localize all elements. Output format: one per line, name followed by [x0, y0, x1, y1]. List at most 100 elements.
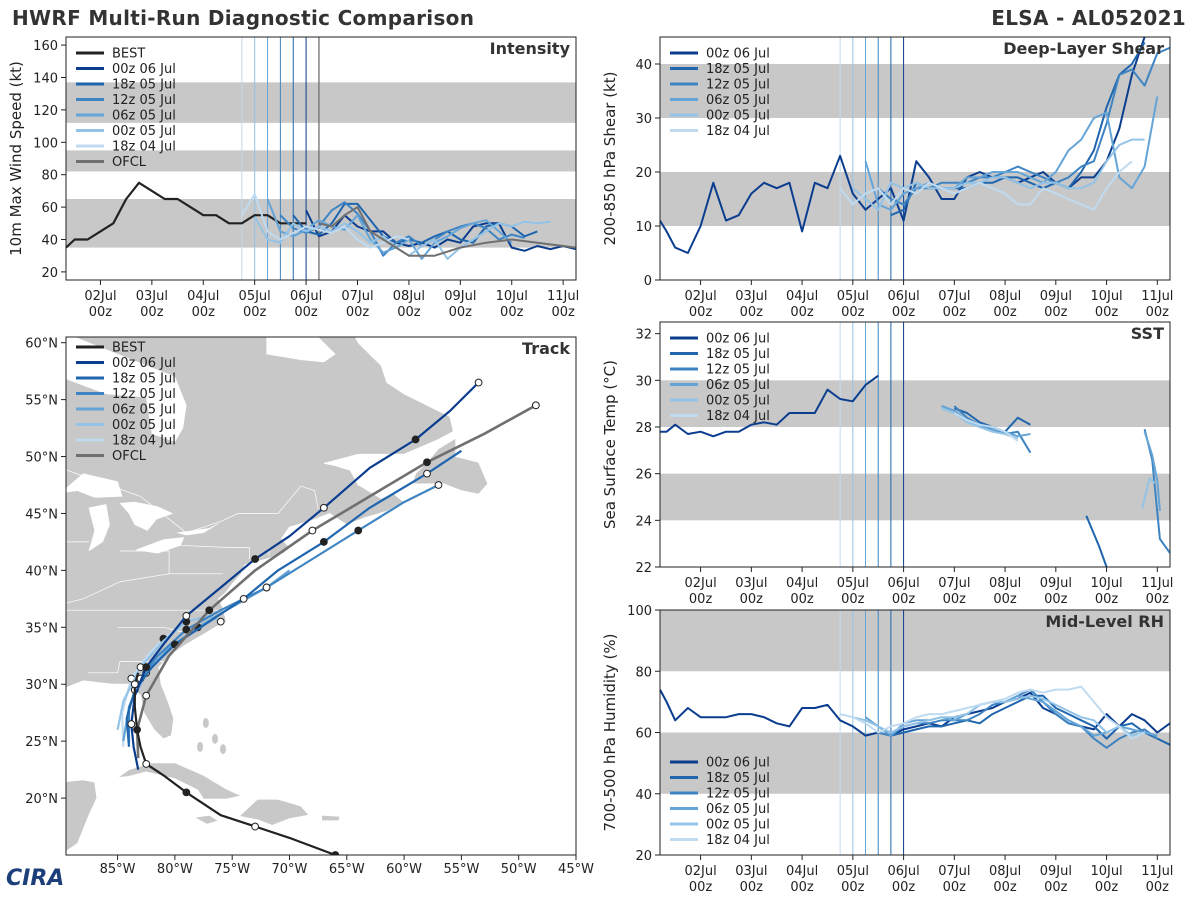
panel-title: Deep-Layer Shear [1003, 39, 1164, 58]
x-tick-label: 02Jul [684, 576, 716, 591]
x-tick-label: 00z [892, 880, 916, 895]
x-tick-label: 05Jul [837, 576, 869, 591]
panel-title: Intensity [490, 39, 571, 58]
legend-label: OFCL [112, 449, 147, 464]
x-tick-label: 00z [1146, 592, 1170, 607]
series-line [864, 96, 1159, 211]
x-tick-label: 00z [841, 880, 865, 895]
y-tick-label: 35°N [25, 621, 58, 636]
track-marker [262, 583, 271, 592]
series-line [66, 181, 307, 249]
x-tick-label: 00z [689, 880, 713, 895]
series-line [1143, 431, 1161, 512]
legend-label: 12z 05 Jul [706, 78, 770, 93]
x-tick-label: 00z [993, 592, 1017, 607]
legend-label: 00z 05 Jul [112, 418, 176, 433]
legend-label: 18z 04 Jul [706, 409, 770, 424]
y-tick-label: 30 [635, 112, 652, 127]
shaded-band [660, 380, 1170, 427]
legend-label: 06z 05 Jul [706, 802, 770, 817]
x-tick-label: 03Jul [735, 576, 767, 591]
track-marker [434, 481, 443, 489]
x-tick-label: 00z [841, 592, 865, 607]
track-line [130, 381, 480, 770]
legend-label: 18z 05 Jul [112, 78, 176, 93]
x-tick-label: 00z [500, 305, 524, 320]
legend-label: 18z 04 Jul [112, 434, 176, 449]
track-marker [423, 469, 431, 478]
x-tick-label: 00z [551, 305, 575, 320]
legend-label: 18z 04 Jul [706, 833, 770, 848]
x-tick-label: 10Jul [1090, 289, 1122, 304]
track-marker [142, 663, 151, 672]
track-marker [239, 594, 248, 603]
track-marker [182, 612, 191, 620]
x-tick-label: 00z [1044, 305, 1068, 320]
series-line [852, 694, 1145, 737]
x-tick-label: 00z [790, 880, 814, 895]
x-tick-label: 85°W [100, 862, 136, 877]
x-tick-label: 00z [1044, 592, 1068, 607]
x-tick-label: 08Jul [989, 864, 1021, 879]
y-tick-label: 25°N [25, 735, 58, 750]
track-marker [130, 680, 139, 689]
track-marker [531, 401, 540, 410]
x-tick-label: 11Jul [1141, 864, 1173, 879]
x-tick-label: 00z [1095, 305, 1119, 320]
track-line [135, 404, 537, 759]
track-marker [411, 435, 420, 444]
x-tick-label: 00z [449, 305, 473, 320]
track-marker [319, 503, 328, 512]
y-tick-label: 20°N [25, 792, 58, 807]
y-axis-label: 10m Max Wind Speed (kt) [7, 61, 25, 256]
series-line [240, 193, 410, 249]
x-tick-label: 00z [689, 305, 713, 320]
series-line [305, 209, 576, 252]
y-tick-label: 22 [635, 561, 652, 576]
panel-sst: 22242628303202Jul00z03Jul00z04Jul00z05Ju… [601, 321, 1173, 607]
plot-frame [65, 336, 577, 856]
x-tick-label: 00z [993, 305, 1017, 320]
y-tick-label: 40 [41, 234, 58, 249]
series-line [839, 160, 1133, 211]
x-tick-label: 11Jul [1141, 289, 1173, 304]
x-tick-label: 00z [1146, 880, 1170, 895]
land-puerto-rico [321, 814, 341, 822]
x-tick-label: 03Jul [735, 864, 767, 879]
legend-label: OFCL [112, 155, 147, 170]
panel-rh: 2040608010002Jul00z03Jul00z04Jul00z05Jul… [601, 604, 1173, 895]
legend-label: 00z 06 Jul [112, 62, 176, 77]
legend-label: 12z 05 Jul [706, 787, 770, 802]
legend-label: 00z 06 Jul [112, 356, 176, 371]
track-marker [251, 555, 260, 563]
x-tick-label: 00z [294, 305, 318, 320]
x-tick-label: 06Jul [290, 289, 322, 304]
y-tick-label: 120 [33, 104, 58, 119]
shaded-band [66, 82, 576, 123]
land-hispaniola [238, 798, 310, 826]
x-tick-label: 00z [397, 305, 421, 320]
x-tick-label: 55°W [443, 862, 479, 877]
legend-label: 12z 05 Jul [112, 387, 176, 402]
y-tick-label: 160 [33, 39, 58, 54]
y-tick-label: 28 [635, 421, 652, 436]
x-tick-label: 05Jul [837, 864, 869, 879]
border-line [117, 626, 187, 634]
track-marker [319, 538, 328, 546]
storm-id: ELSA - AL052021 [991, 6, 1186, 30]
x-tick-label: 00z [943, 305, 967, 320]
x-tick-label: 07Jul [938, 576, 970, 591]
x-tick-label: 80°W [157, 862, 193, 877]
y-tick-label: 32 [635, 328, 652, 343]
x-tick-label: 04Jul [786, 289, 818, 304]
y-tick-label: 50°N [25, 451, 58, 466]
x-tick-label: 00z [1095, 592, 1119, 607]
legend-label: 00z 05 Jul [706, 818, 770, 833]
track-marker [133, 725, 141, 734]
x-tick-label: 08Jul [393, 289, 425, 304]
x-tick-label: 08Jul [989, 576, 1021, 591]
x-tick-label: 00z [1095, 880, 1119, 895]
y-tick-label: 24 [635, 514, 652, 529]
panel-track: 85°W 80°W 75°W 70°W 65°W 60°W 55°W 50°W 45°W 20°N… [25, 336, 594, 877]
